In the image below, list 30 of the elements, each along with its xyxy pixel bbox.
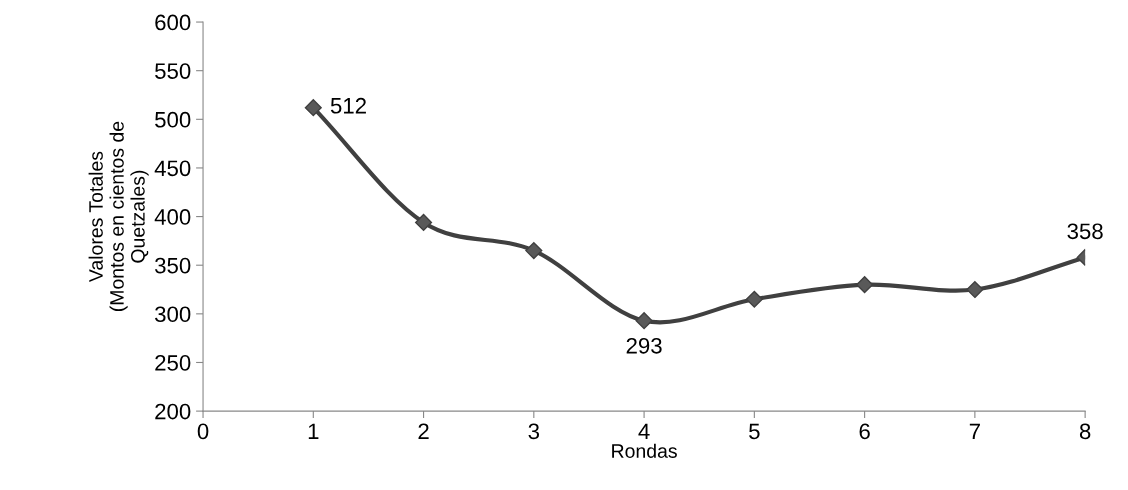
x-tick-label: 1 <box>308 423 319 440</box>
x-tick-label: 7 <box>969 423 980 440</box>
y-tick-label: 300 <box>155 306 191 323</box>
y-tick-label: 550 <box>155 63 191 79</box>
data-label: 293 <box>626 337 662 354</box>
data-label: 512 <box>330 97 366 114</box>
y-tick-label: 400 <box>154 209 191 225</box>
point <box>966 280 984 299</box>
point <box>635 312 653 330</box>
y-tick-label: 250 <box>155 355 191 371</box>
y-tick-label: 500 <box>155 111 191 128</box>
point <box>856 276 874 294</box>
x-tick-label: 3 <box>528 423 540 440</box>
x-tick-label: 6 <box>859 423 870 440</box>
point <box>525 242 543 260</box>
data-label: 358 <box>1067 223 1103 240</box>
x-axis-title: Rondas <box>612 443 677 458</box>
y-tick-label: 450 <box>154 160 191 177</box>
y-tick-label: 600 <box>155 14 191 31</box>
point <box>415 213 433 231</box>
x-tick-label: 4 <box>638 423 650 440</box>
point <box>304 99 322 117</box>
y-tick-label: 350 <box>155 257 191 274</box>
y-axis-title: Valores Totales (Montos en cientos de Quetzales) <box>88 121 149 312</box>
x-tick-label: 5 <box>749 423 760 440</box>
x-tick-label: 8 <box>1079 423 1091 440</box>
x-tick-label: 0 <box>197 423 209 440</box>
x-tick-label: 2 <box>418 423 429 440</box>
point <box>745 290 763 308</box>
y-tick-label: 200 <box>155 403 191 420</box>
